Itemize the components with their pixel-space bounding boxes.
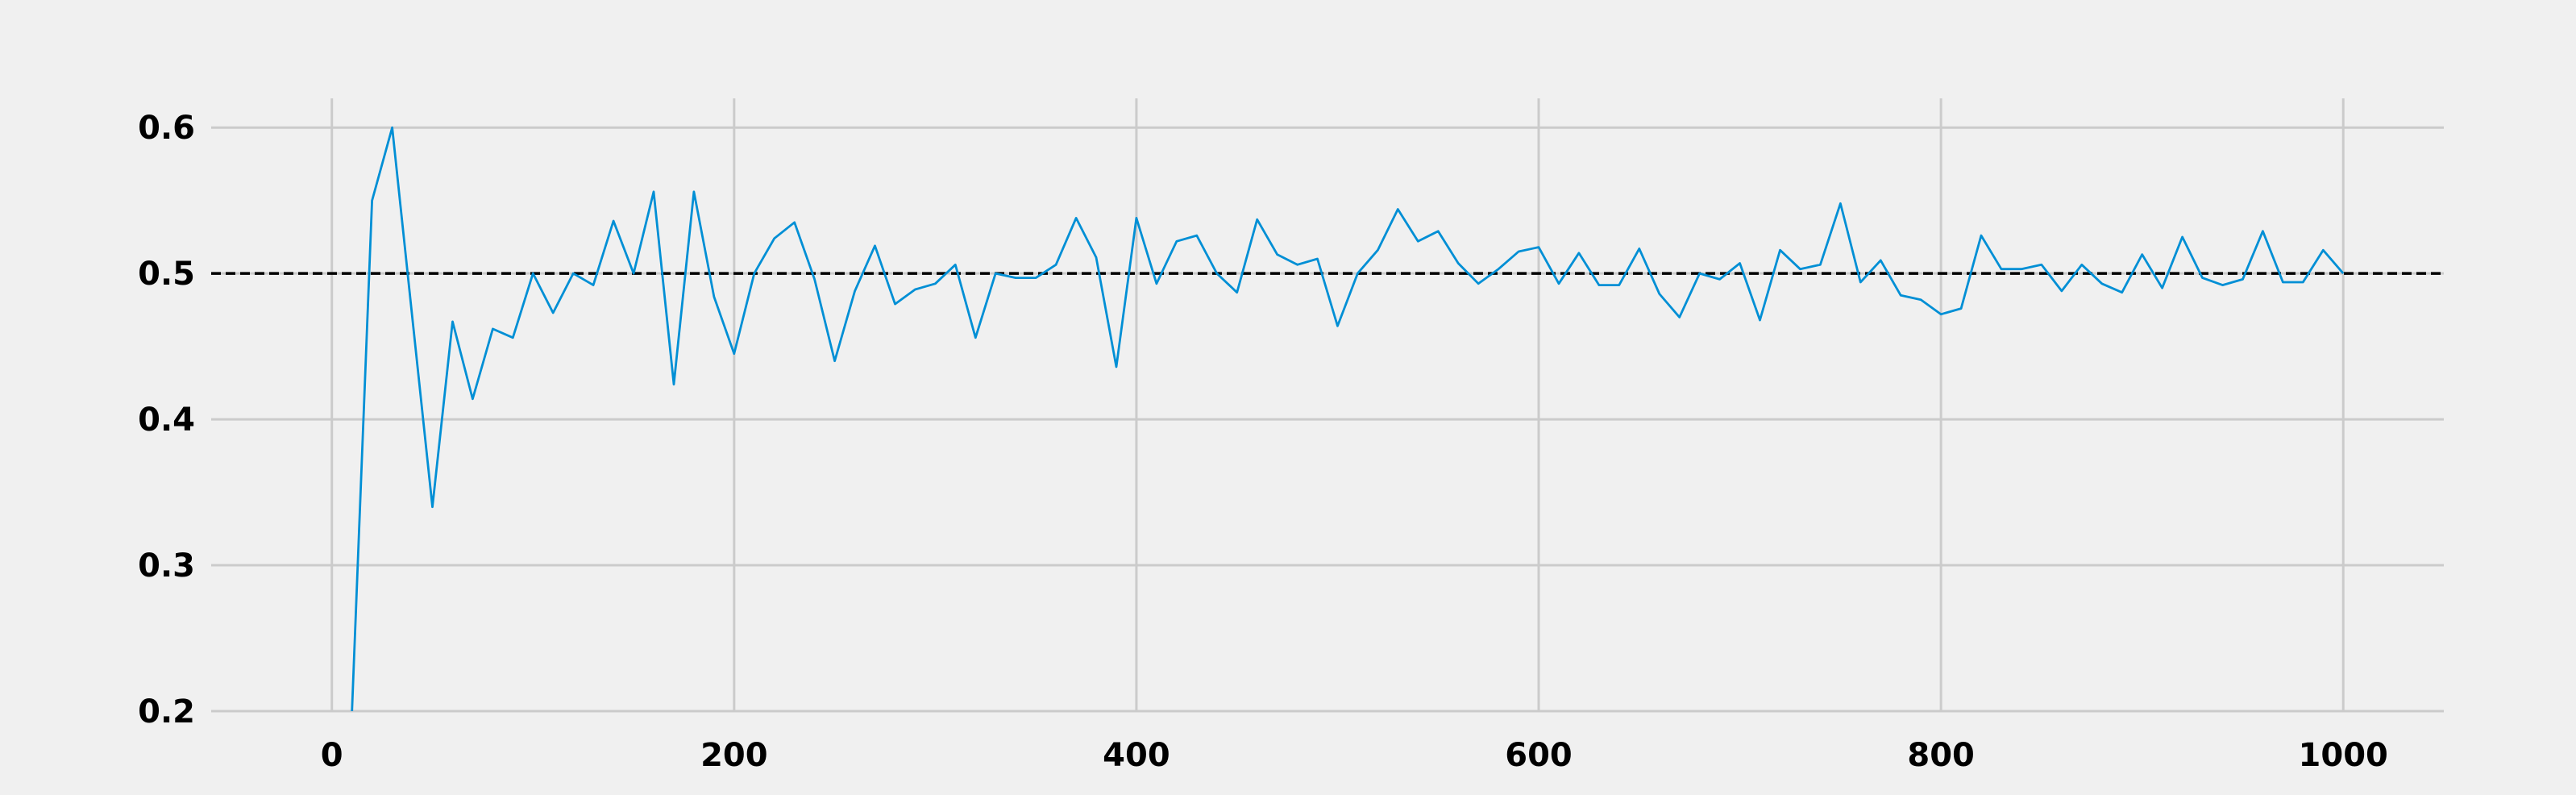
- y-tick-label: 0.4: [138, 402, 195, 439]
- x-tick-label: 200: [700, 737, 768, 774]
- x-tick-label: 0: [321, 737, 343, 774]
- x-tick-label: 400: [1103, 737, 1170, 774]
- y-tick-label: 0.2: [138, 693, 195, 730]
- x-tick-label: 1000: [2299, 737, 2388, 774]
- y-tick-label: 0.6: [138, 110, 195, 147]
- y-axis-tick-labels: 0.2 0.3 0.4 0.5 0.6: [138, 110, 195, 730]
- x-tick-label: 600: [1505, 737, 1573, 774]
- x-axis-tick-labels: 0 200 400 600 800 1000: [321, 737, 2388, 774]
- series-line: [351, 126, 2345, 712]
- plot-area: [211, 126, 2444, 712]
- y-tick-label: 0.5: [138, 256, 195, 293]
- x-tick-label: 800: [1907, 737, 1975, 774]
- y-tick-label: 0.3: [138, 547, 195, 585]
